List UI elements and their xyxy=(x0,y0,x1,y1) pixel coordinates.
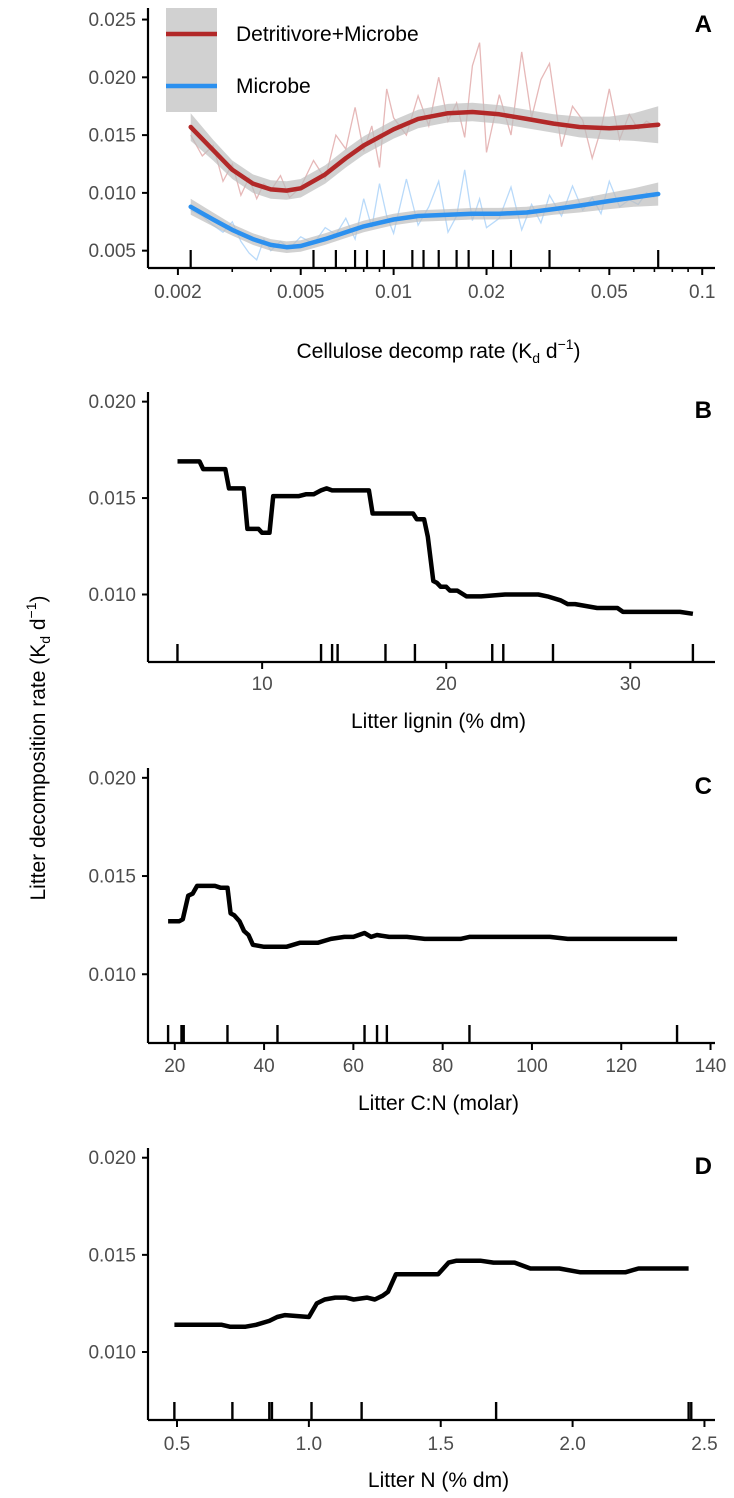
series-line xyxy=(177,459,694,617)
legend-label: Detritivore+Microbe xyxy=(236,23,419,46)
shared-y-axis-title-sup: −1 xyxy=(23,602,39,618)
shared-y-axis-title-tail: d xyxy=(27,618,50,636)
shared-y-axis-title-close: ) xyxy=(27,595,50,602)
x-tick-label: 20 xyxy=(164,1056,185,1077)
y-tick-label: 0.020 xyxy=(88,68,136,89)
x-tick-label: 1.0 xyxy=(296,1434,322,1455)
y-tick-label: 0.015 xyxy=(88,489,136,510)
series-line xyxy=(188,109,661,193)
x-tick-label: 10 xyxy=(252,674,273,695)
panel-letter: D xyxy=(695,1153,712,1180)
y-tick-label: 0.020 xyxy=(88,392,136,413)
panel-letter: B xyxy=(695,397,712,424)
x-tick-label: 2.0 xyxy=(559,1434,585,1455)
x-tick-label: 1.5 xyxy=(428,1434,454,1455)
y-tick-label: 0.015 xyxy=(88,1245,136,1266)
shared-y-axis-title: Litter decomposition rate (Kd d−1) xyxy=(23,595,53,900)
panel-d: 0.010 0.015 0.020 0.5 1.0 1.5 2.0 2.5 Litter N (… xyxy=(88,1148,718,1492)
panel-letter: A xyxy=(695,11,712,38)
x-tick-label: 0.005 xyxy=(277,282,325,303)
x-tick-label: 40 xyxy=(254,1056,275,1077)
x-axis-title-sup: −1 xyxy=(558,336,574,352)
y-tick-label: 0.020 xyxy=(88,768,136,789)
x-tick-label: 20 xyxy=(436,674,457,695)
panel-c: 0.010 0.015 0.020 20 40 60 80 100 120 140 Litter C… xyxy=(88,768,726,1115)
confidence-band xyxy=(190,102,659,200)
x-axis-title-main: Litter lignin (% dm) xyxy=(351,710,526,733)
y-tick-label: 0.015 xyxy=(88,867,136,888)
x-tick-label: 0.02 xyxy=(468,282,505,303)
legend-label: Microbe xyxy=(236,75,311,98)
shared-y-axis-title-main: Litter decomposition rate (K xyxy=(27,644,50,901)
x-tick-label: 0.002 xyxy=(154,282,202,303)
legend: Detritivore+Microbe Microbe xyxy=(166,8,419,112)
panel-letter: C xyxy=(695,773,712,800)
shared-y-axis-title-sub: d xyxy=(37,636,53,644)
series-line xyxy=(188,191,661,250)
y-tick-label: 0.015 xyxy=(88,126,136,147)
panel-a: 0.005 0.010 0.015 0.020 0.025 0.002 0.005 0.01 0… xyxy=(88,8,715,366)
x-axis-title-tail: d xyxy=(540,340,558,363)
x-axis-title: Cellulose decomp rate (Kd d−1) xyxy=(296,336,580,366)
x-axis-title: Litter C:N (molar) xyxy=(358,1092,519,1115)
y-tick-label: 0.010 xyxy=(88,965,136,986)
x-axis-title-main: Litter C:N (molar) xyxy=(358,1092,519,1115)
y-tick-label: 0.025 xyxy=(88,10,136,31)
x-axis-title-close: ) xyxy=(574,340,581,363)
x-axis-title: Litter lignin (% dm) xyxy=(351,710,526,733)
series-line xyxy=(174,1258,689,1329)
x-tick-label: 0.01 xyxy=(375,282,412,303)
x-tick-label: 140 xyxy=(695,1056,727,1077)
x-tick-label: 100 xyxy=(516,1056,548,1077)
x-tick-label: 0.5 xyxy=(164,1434,190,1455)
x-axis-title: Litter N (% dm) xyxy=(368,1469,509,1492)
x-axis-title-main: Cellulose decomp rate (K xyxy=(296,340,532,363)
x-tick-label: 30 xyxy=(620,674,641,695)
y-tick-label: 0.010 xyxy=(88,1343,136,1364)
y-tick-label: 0.005 xyxy=(88,241,136,262)
x-tick-label: 0.1 xyxy=(689,282,715,303)
y-tick-label: 0.010 xyxy=(88,183,136,204)
x-tick-label: 0.05 xyxy=(591,282,628,303)
panel-b: 0.010 0.015 0.020 10 20 30 Litter lignin (% dm… xyxy=(88,392,715,733)
x-axis-title-main: Litter N (% dm) xyxy=(368,1469,509,1492)
y-tick-label: 0.010 xyxy=(88,585,136,606)
series-line xyxy=(168,883,678,950)
x-tick-label: 2.5 xyxy=(691,1434,717,1455)
x-axis-title-sub: d xyxy=(532,350,540,366)
x-tick-label: 60 xyxy=(343,1056,364,1077)
y-tick-label: 0.020 xyxy=(88,1148,136,1169)
x-tick-label: 80 xyxy=(432,1056,453,1077)
x-tick-label: 120 xyxy=(605,1056,637,1077)
